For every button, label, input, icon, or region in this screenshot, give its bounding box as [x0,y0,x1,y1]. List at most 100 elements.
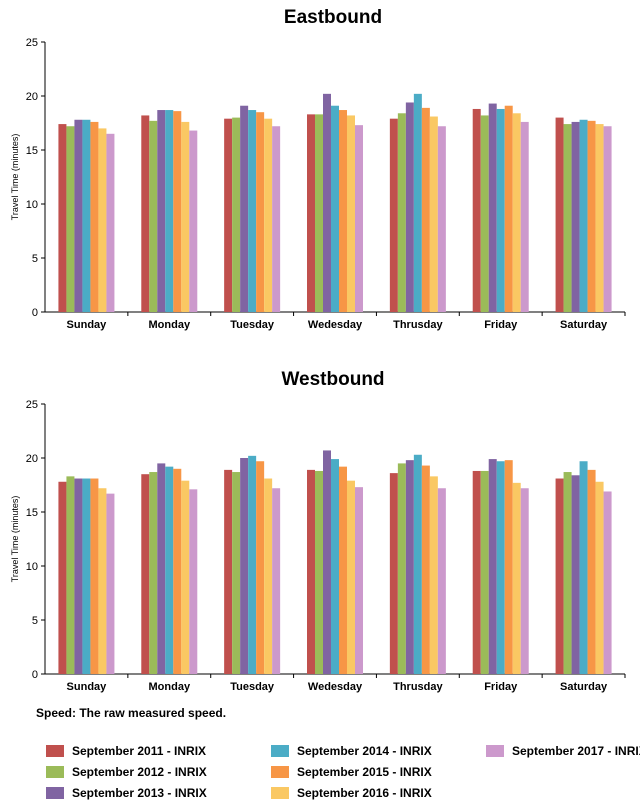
westbound-bar [224,469,233,674]
westbound-y-tick-label: 15 [26,507,38,519]
westbound-bar [520,488,529,674]
legend-swatch [46,766,64,778]
legend-label: September 2012 - INRIX [72,765,207,779]
eastbound-y-tick-label: 25 [26,37,38,49]
eastbound-bar [603,126,612,313]
eastbound-bar [437,126,446,313]
legend-item: September 2012 - INRIX [46,765,207,779]
westbound-y-tick-label: 0 [32,669,38,681]
westbound-bar [58,481,67,674]
eastbound-bar [347,115,355,312]
westbound-bar [141,474,150,674]
westbound-bar [421,465,430,674]
westbound-y-tick-label: 20 [26,453,38,465]
westbound-bar [189,489,198,674]
legend-swatch [486,745,504,757]
chart-note: Speed: The raw measured speed. [36,706,227,720]
westbound-x-tick-label: Friday [484,681,518,693]
eastbound-bar [504,105,513,312]
eastbound-bar [397,113,406,312]
eastbound-bar [90,121,99,312]
westbound-bar [339,466,347,674]
legend-swatch [271,745,289,757]
westbound-bar [355,487,363,674]
legend-swatch [46,787,64,799]
westbound-x-tick-label: Tuesday [230,681,275,693]
westbound-bar [595,481,604,674]
eastbound-bar [389,118,398,313]
westbound-bar [90,478,99,674]
legend-item: September 2016 - INRIX [271,786,432,800]
eastbound-x-tick-label: Saturday [560,319,608,331]
eastbound-bar [355,125,363,312]
westbound-bar [504,460,513,674]
eastbound-bar [240,105,249,312]
eastbound-bar [571,121,580,312]
westbound-bar [149,472,158,674]
westbound-x-tick-label: Monday [149,681,191,693]
westbound-bar [74,478,83,674]
legend-item: September 2017 - INRIX [486,744,640,758]
westbound-bar [488,459,497,674]
westbound-bar [82,478,91,674]
legend-item: September 2014 - INRIX [271,744,432,758]
westbound-bar [512,482,521,674]
eastbound-bar [149,120,158,312]
westbound-y-tick-label: 25 [26,399,38,411]
westbound-bar [603,491,612,674]
westbound-bar [579,461,588,674]
legend-label: September 2017 - INRIX [512,744,640,758]
westbound-bar [248,455,257,674]
eastbound-bar [472,108,481,313]
legend-item: September 2015 - INRIX [271,765,432,779]
eastbound-y-axis-label: Travel Time (minutes) [10,134,20,221]
eastbound-bar [224,118,233,313]
westbound-bar [563,472,572,674]
westbound-bar [173,468,182,674]
westbound-y-axis-label: Travel Time (minutes) [10,496,20,583]
westbound-bar [307,469,315,674]
westbound-bar [413,454,422,674]
eastbound-bar [323,93,331,312]
westbound-bar [323,450,331,674]
eastbound-y-tick-label: 0 [32,307,38,319]
westbound-bar [331,459,339,674]
westbound-x-tick-label: Wedesday [308,681,363,693]
eastbound-bar [189,130,198,312]
eastbound-bar [307,114,315,312]
eastbound-bar [66,126,75,313]
eastbound-y-tick-label: 5 [32,253,38,265]
westbound-bar [264,478,273,674]
westbound-bar [240,458,249,674]
westbound-x-tick-label: Saturday [560,681,608,693]
legend-label: September 2014 - INRIX [297,744,432,758]
legend-label: September 2011 - INRIX [72,744,207,758]
eastbound-bar [339,110,347,312]
eastbound-bar [181,121,190,312]
eastbound-bar [579,119,588,312]
westbound-bar [405,460,414,674]
westbound-bar [98,488,107,674]
westbound-bar [232,472,241,674]
westbound-bar [315,470,323,674]
eastbound-bar [496,108,505,313]
westbound-bar [389,473,398,674]
westbound-chart: Westbound Travel Time (minutes) 0 5 10 15 20 25… [10,369,626,693]
westbound-y-tick-label: 5 [32,615,38,627]
westbound-bar [165,466,174,674]
eastbound-bar [272,126,281,313]
eastbound-bar [488,103,497,312]
westbound-bar [347,480,355,674]
eastbound-y-tick-label: 10 [26,199,38,211]
westbound-bar [437,488,446,674]
eastbound-bar [555,117,564,312]
eastbound-bar [58,124,67,312]
eastbound-x-tick-label: Sunday [67,319,108,331]
westbound-bar [106,493,115,674]
eastbound-chart: Eastbound Travel Time (minutes) 0 5 10 15 20 25… [10,7,626,331]
eastbound-bar [264,118,273,313]
eastbound-y-tick-label: 15 [26,145,38,157]
eastbound-bar [587,120,596,312]
eastbound-x-tick-label: Wedesday [308,319,363,331]
